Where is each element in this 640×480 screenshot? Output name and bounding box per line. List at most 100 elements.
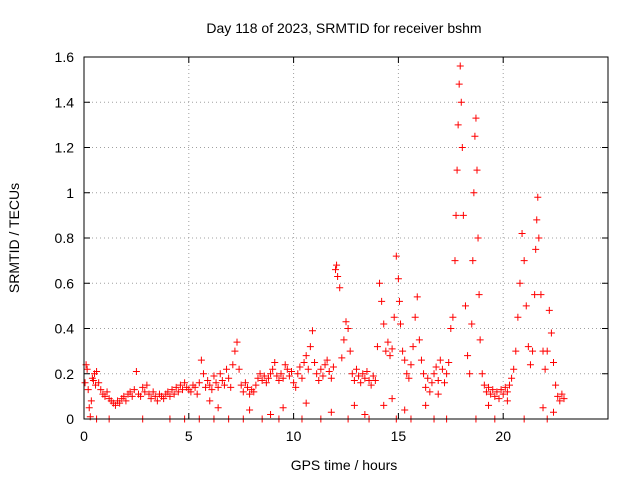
data-point bbox=[283, 365, 291, 373]
data-point bbox=[260, 372, 268, 380]
data-point bbox=[534, 193, 542, 201]
data-point bbox=[531, 291, 539, 299]
data-point bbox=[258, 377, 266, 385]
data-point bbox=[367, 381, 375, 389]
x-tick-label: 5 bbox=[185, 428, 193, 444]
data-point bbox=[505, 381, 513, 389]
data-point bbox=[227, 383, 235, 391]
axis-tick-labels: 0 5 10 15 20 0 0.2 0.4 0.6 0.8 1 1.2 1.4 1.6 bbox=[55, 49, 512, 444]
data-point bbox=[482, 388, 490, 396]
data-point bbox=[454, 121, 462, 129]
data-point bbox=[512, 347, 520, 355]
data-point bbox=[120, 392, 128, 400]
data-point bbox=[399, 347, 407, 355]
data-point bbox=[137, 392, 145, 400]
data-point bbox=[254, 374, 262, 382]
data-point bbox=[352, 365, 360, 373]
y-axis-label: SRMTID / TECUs bbox=[6, 183, 22, 293]
data-point bbox=[317, 365, 325, 373]
data-point bbox=[172, 383, 180, 391]
data-point bbox=[560, 395, 568, 403]
data-point bbox=[363, 367, 371, 375]
data-point bbox=[95, 379, 103, 387]
x-tick-label: 20 bbox=[495, 428, 511, 444]
data-point bbox=[187, 388, 195, 396]
data-point bbox=[214, 404, 222, 412]
data-point bbox=[378, 297, 386, 305]
data-point bbox=[552, 381, 560, 389]
data-point bbox=[447, 325, 455, 332]
data-point bbox=[434, 390, 442, 398]
data-point bbox=[174, 388, 182, 396]
data-point bbox=[390, 313, 398, 321]
data-point bbox=[516, 279, 524, 287]
data-point bbox=[225, 374, 233, 382]
data-point bbox=[176, 381, 184, 389]
data-point bbox=[453, 166, 461, 174]
data-point bbox=[503, 388, 511, 396]
data-point bbox=[432, 363, 440, 371]
data-point bbox=[514, 313, 522, 321]
data-point bbox=[359, 370, 367, 378]
data-point bbox=[545, 306, 553, 314]
data-point bbox=[149, 388, 157, 396]
data-point bbox=[430, 370, 438, 378]
data-point bbox=[239, 388, 247, 396]
data-point bbox=[495, 395, 503, 403]
data-point bbox=[449, 313, 457, 321]
data-point bbox=[471, 132, 479, 140]
data-point bbox=[501, 383, 509, 391]
data-point bbox=[83, 365, 91, 373]
data-point bbox=[241, 379, 249, 387]
data-point bbox=[401, 406, 409, 414]
data-point bbox=[308, 327, 316, 335]
data-point bbox=[394, 275, 402, 283]
data-markers bbox=[81, 62, 568, 423]
data-point bbox=[386, 352, 394, 360]
data-point bbox=[126, 388, 134, 396]
data-point bbox=[333, 261, 341, 269]
data-point bbox=[539, 404, 547, 412]
data-point bbox=[208, 386, 216, 394]
data-point bbox=[256, 370, 264, 378]
data-point bbox=[547, 329, 555, 337]
data-point bbox=[529, 347, 537, 355]
data-point bbox=[329, 363, 337, 371]
data-point bbox=[420, 370, 428, 378]
data-point bbox=[388, 395, 396, 403]
data-point bbox=[357, 379, 365, 387]
data-point bbox=[384, 338, 392, 346]
data-point bbox=[267, 410, 275, 418]
y-tick-label: 0.6 bbox=[55, 275, 75, 291]
axis-ticks bbox=[83, 56, 608, 420]
data-point bbox=[441, 379, 449, 387]
data-point bbox=[216, 370, 224, 378]
data-point bbox=[319, 372, 327, 380]
data-point bbox=[202, 383, 210, 391]
y-tick-label: 0.8 bbox=[55, 230, 75, 246]
y-tick-label: 1.6 bbox=[55, 49, 75, 65]
data-point bbox=[426, 388, 434, 396]
data-point bbox=[518, 229, 526, 237]
data-point bbox=[478, 370, 486, 378]
data-point bbox=[277, 370, 285, 378]
data-point bbox=[380, 320, 388, 328]
data-point bbox=[191, 383, 199, 391]
data-point bbox=[214, 383, 222, 391]
data-point bbox=[206, 397, 214, 405]
data-point bbox=[325, 367, 333, 375]
data-point bbox=[243, 383, 251, 391]
data-point bbox=[231, 347, 239, 355]
data-point bbox=[143, 381, 151, 389]
data-point bbox=[84, 386, 92, 394]
data-point bbox=[128, 392, 136, 400]
data-point bbox=[474, 234, 482, 242]
data-point bbox=[264, 374, 272, 382]
data-point bbox=[489, 386, 497, 394]
data-point bbox=[139, 383, 147, 391]
data-point bbox=[321, 361, 329, 369]
data-point bbox=[193, 390, 201, 398]
data-point bbox=[445, 358, 453, 366]
data-point bbox=[409, 343, 417, 351]
data-point bbox=[342, 318, 350, 326]
